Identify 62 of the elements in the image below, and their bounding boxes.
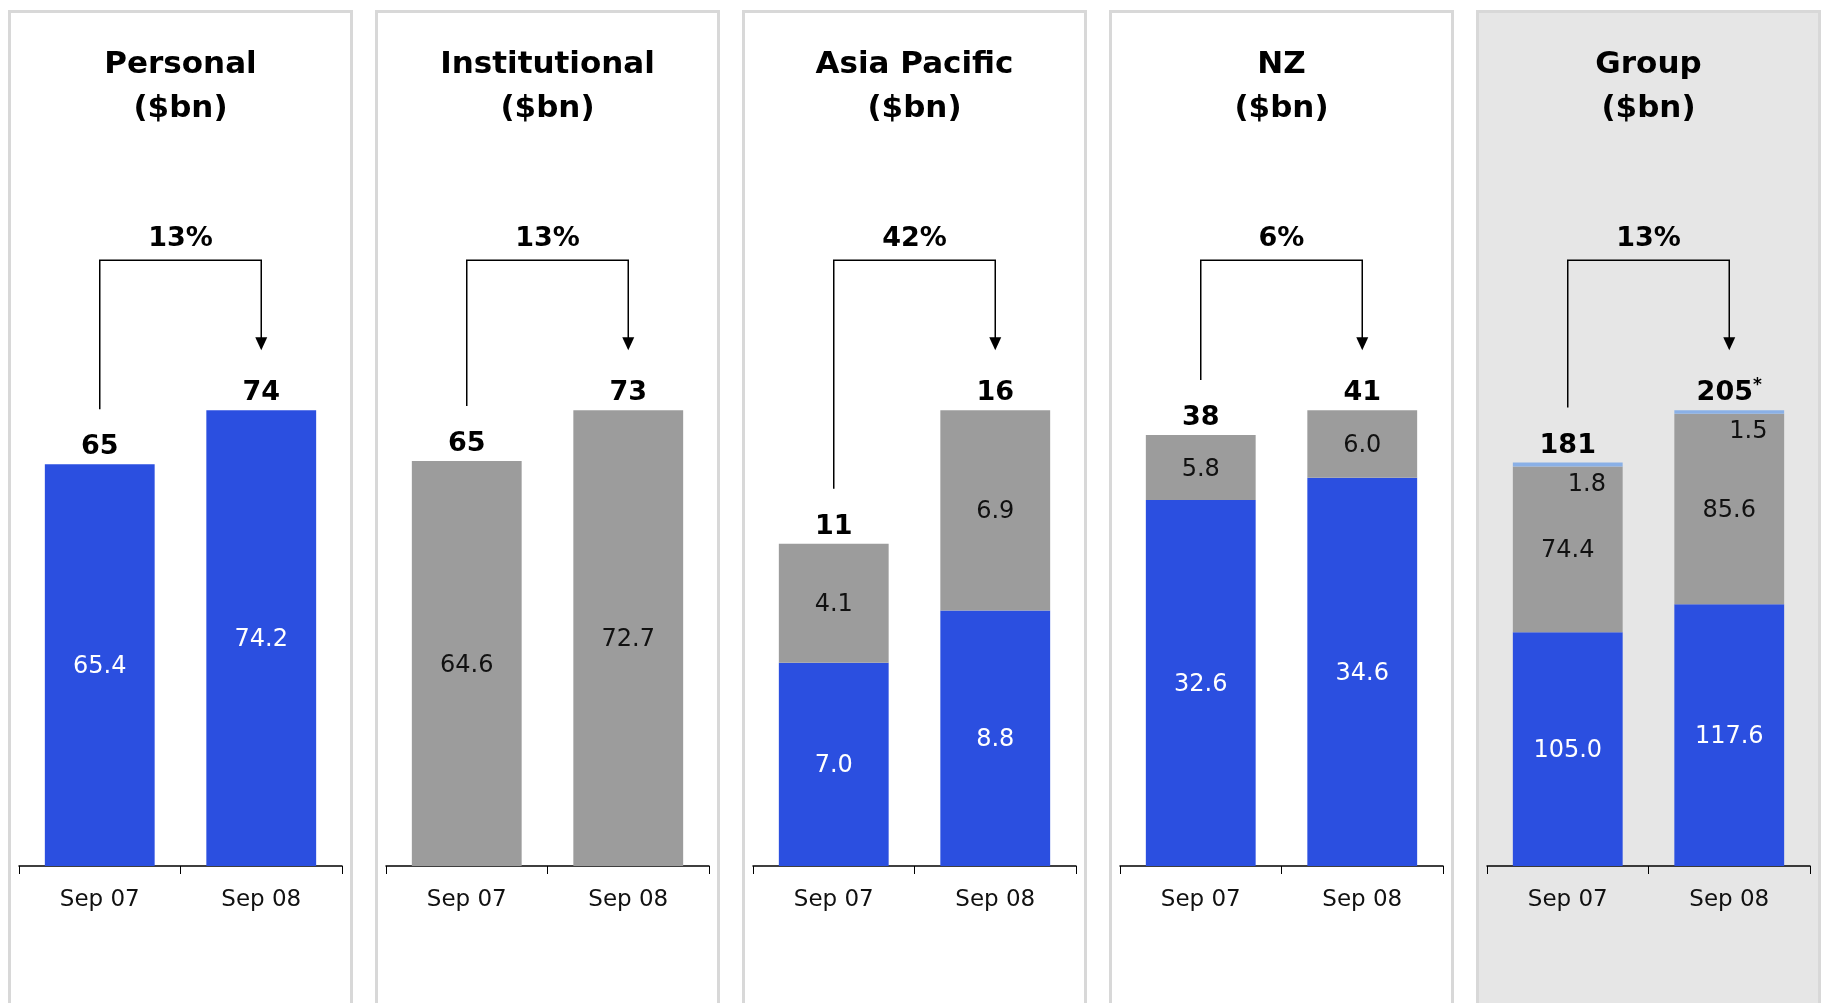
text: 13% [1616, 221, 1681, 253]
data-label: 1.5 [1729, 415, 1768, 444]
data-label: 34.6 [1335, 657, 1389, 686]
data-label: 74.4 [1541, 535, 1595, 564]
bar [1145, 500, 1256, 866]
x-tick-label: Sep 08 [1322, 884, 1403, 911]
total-label: 16 [976, 375, 1015, 407]
data-label: 4.1 [814, 589, 853, 618]
data-label: 72.7 [601, 624, 655, 653]
bar [1674, 413, 1785, 605]
data-label: 85.6 [1702, 494, 1756, 523]
data-label: 5.8 [1181, 453, 1220, 482]
data-label: 117.6 [1694, 721, 1764, 750]
data-label: 6.9 [976, 496, 1015, 525]
bar [1512, 466, 1623, 633]
data-label: 65.4 [73, 651, 127, 680]
total-label: 74 [242, 375, 281, 407]
x-tick-label: Sep 08 [588, 884, 669, 911]
x-tick-label: Sep 07 [1527, 884, 1608, 911]
text: 13% [515, 221, 580, 253]
data-label: 7.0 [814, 750, 853, 779]
bar [778, 543, 889, 663]
bar [1145, 434, 1256, 501]
bar [1307, 410, 1418, 478]
text: 13% [148, 221, 213, 253]
text: 6% [1258, 221, 1305, 253]
bar [940, 610, 1051, 866]
data-label: 8.8 [976, 724, 1015, 753]
bar [778, 662, 889, 866]
data-label: 74.2 [234, 624, 288, 653]
x-tick-label: Sep 08 [1689, 884, 1770, 911]
total-label: 41 [1343, 375, 1382, 407]
chart-title: NZ ($bn) [1234, 44, 1329, 124]
total-label: 205$^{*}$ [1696, 374, 1762, 407]
x-tick-label: Sep 08 [221, 884, 302, 911]
total-label: 38 [1181, 399, 1220, 431]
bar [940, 410, 1051, 611]
total-label: 181 [1539, 427, 1596, 459]
text: 42% [882, 221, 947, 253]
chart-title: Asia Pacific ($bn) [815, 44, 1014, 124]
data-label: 1.8 [1567, 468, 1606, 497]
total-label: 11 [814, 508, 853, 540]
data-label: 6.0 [1343, 429, 1382, 458]
bar [1674, 604, 1785, 866]
x-tick-label: Sep 07 [793, 884, 874, 911]
data-label: 64.6 [440, 649, 494, 678]
bar [1512, 632, 1623, 866]
total-label: 65 [447, 426, 486, 458]
bar [1674, 410, 1785, 414]
data-label: 32.6 [1174, 669, 1228, 698]
bar [1307, 477, 1418, 866]
chart-title: Personal ($bn) [104, 44, 257, 124]
chart-title: Institutional ($bn) [440, 44, 655, 124]
chart-title: Group ($bn) [1595, 44, 1702, 124]
bar [1512, 462, 1623, 467]
x-tick-label: Sep 07 [426, 884, 507, 911]
data-label: 105.0 [1533, 735, 1603, 764]
x-tick-label: Sep 08 [955, 884, 1036, 911]
total-label: 73 [609, 375, 648, 407]
x-tick-label: Sep 07 [1160, 884, 1241, 911]
x-tick-label: Sep 07 [59, 884, 140, 911]
total-label: 65 [80, 429, 119, 461]
